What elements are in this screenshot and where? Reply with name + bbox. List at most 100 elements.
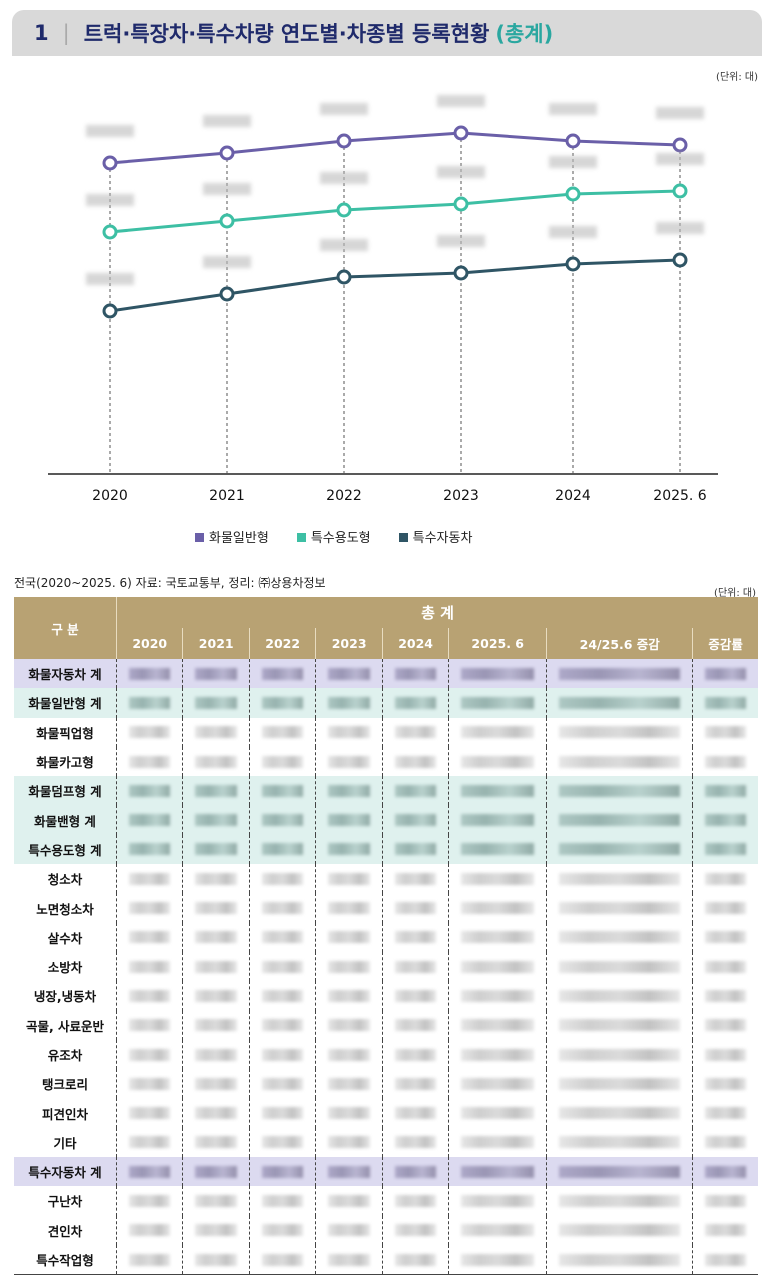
legend-swatch xyxy=(296,533,306,542)
column-header: 2021 xyxy=(182,628,250,659)
title-text: 트럭·특장차·특수차량 연도별·차종별 등록현황 xyxy=(83,22,490,46)
cell-blurred xyxy=(315,1098,383,1128)
cell-blurred xyxy=(182,717,250,747)
cell-blurred xyxy=(381,951,449,982)
registration-table: 구 분 총 계 2020 2021 2022 2023 2024 2025. 6 24/25… xyxy=(14,597,758,1276)
cell-blurred xyxy=(381,1069,449,1099)
cell-blurred xyxy=(315,1039,383,1070)
cell-blurred xyxy=(692,746,758,777)
series-line xyxy=(109,189,681,234)
cell-blurred xyxy=(248,1215,316,1245)
cell-blurred xyxy=(546,834,693,865)
table-row: 유조차 xyxy=(14,1039,758,1070)
cell-blurred xyxy=(115,1127,183,1158)
x-tick-label: 2021 xyxy=(209,488,245,504)
cell-blurred xyxy=(381,1039,449,1070)
data-label-blurred xyxy=(549,103,597,115)
series-line xyxy=(109,131,681,165)
cell-blurred xyxy=(248,1244,316,1276)
table-row: 구난차 xyxy=(14,1186,758,1216)
data-point xyxy=(672,252,688,268)
data-label-blurred xyxy=(437,166,485,178)
cell-blurred xyxy=(248,688,316,718)
title-highlight: (총계) xyxy=(495,22,554,46)
cell-blurred xyxy=(315,805,383,835)
cell-blurred xyxy=(315,1127,383,1158)
row-label: 화물카고형 xyxy=(36,755,94,771)
legend-item: 화물일반형 xyxy=(195,527,269,546)
cell-blurred xyxy=(182,1186,250,1216)
column-header: 2022 xyxy=(248,628,316,659)
cell-blurred xyxy=(248,1186,316,1216)
row-label: 화물일반형 계 xyxy=(14,688,117,718)
cell-blurred xyxy=(115,922,183,952)
data-label-blurred xyxy=(320,103,368,115)
cell-blurred xyxy=(448,1186,547,1216)
cell-blurred xyxy=(448,893,547,923)
cell-blurred xyxy=(182,1157,250,1187)
cell-blurred xyxy=(315,659,383,689)
cell-blurred xyxy=(381,1215,449,1245)
column-header: 2023 xyxy=(315,628,383,659)
cell-blurred xyxy=(546,1039,693,1070)
cell-blurred xyxy=(115,776,183,806)
cell-blurred xyxy=(692,864,758,894)
cell-blurred xyxy=(115,1215,183,1245)
x-tick-label: 2020 xyxy=(92,488,128,504)
cell-blurred xyxy=(248,1127,316,1158)
row-label: 피견인차 xyxy=(41,1106,88,1122)
cell-blurred xyxy=(315,776,383,806)
section-title: 1 | 트럭·특장차·특수차량 연도별·차종별 등록현황 (총계) xyxy=(12,10,762,56)
x-tick-label: 2022 xyxy=(326,488,362,504)
cell-blurred xyxy=(115,951,183,982)
data-label-blurred xyxy=(656,107,704,119)
data-point xyxy=(565,256,581,272)
cell-blurred xyxy=(115,1157,183,1187)
data-label-blurred xyxy=(656,222,704,234)
cell-blurred xyxy=(182,805,250,835)
data-point xyxy=(219,286,235,302)
cell-blurred xyxy=(448,688,547,718)
cell-blurred xyxy=(315,951,383,982)
cell-blurred xyxy=(248,893,316,923)
cell-blurred xyxy=(448,776,547,806)
cell-blurred xyxy=(692,1069,758,1099)
cell-blurred xyxy=(546,776,693,806)
cell-blurred xyxy=(448,805,547,835)
cell-blurred xyxy=(546,1215,693,1245)
data-point xyxy=(102,155,118,171)
cell-blurred xyxy=(248,951,316,982)
data-label-blurred xyxy=(656,153,704,165)
table-source: 전국(2020~2025. 6) 자료: 국토교통부, 정리: ㈜상용차정보 xyxy=(14,576,326,590)
cell-blurred xyxy=(692,1157,758,1187)
cell-blurred xyxy=(381,864,449,894)
table-unit: (단위: 대) xyxy=(714,588,756,599)
column-header: 2020 xyxy=(115,628,183,659)
data-label-blurred xyxy=(203,115,251,127)
row-label: 특수자동차 계 xyxy=(14,1157,117,1187)
cell-blurred xyxy=(381,1010,449,1040)
cell-blurred xyxy=(448,1069,547,1099)
table-row: 탱크로리 xyxy=(14,1069,758,1099)
cell-blurred xyxy=(692,1098,758,1128)
cell-blurred xyxy=(448,1098,547,1128)
cell-blurred xyxy=(546,1186,693,1216)
table-row: 견인차 xyxy=(14,1215,758,1245)
cell-blurred xyxy=(692,717,758,747)
cell-blurred xyxy=(248,659,316,689)
cell-blurred xyxy=(115,864,183,894)
data-point xyxy=(219,145,235,161)
table-row: 화물일반형 계 xyxy=(14,688,758,718)
cell-blurred xyxy=(248,776,316,806)
cell-blurred xyxy=(115,1244,183,1276)
cell-blurred xyxy=(115,893,183,923)
row-label: 화물밴형 계 xyxy=(14,805,117,835)
series-line xyxy=(109,258,681,313)
cell-blurred xyxy=(115,659,183,689)
x-tick-label: 2024 xyxy=(555,488,591,504)
table-row: 노면청소차 xyxy=(14,893,758,923)
cell-blurred xyxy=(182,864,250,894)
data-label-blurred xyxy=(203,183,251,195)
cell-blurred xyxy=(546,981,693,1011)
cell-blurred xyxy=(448,1157,547,1187)
